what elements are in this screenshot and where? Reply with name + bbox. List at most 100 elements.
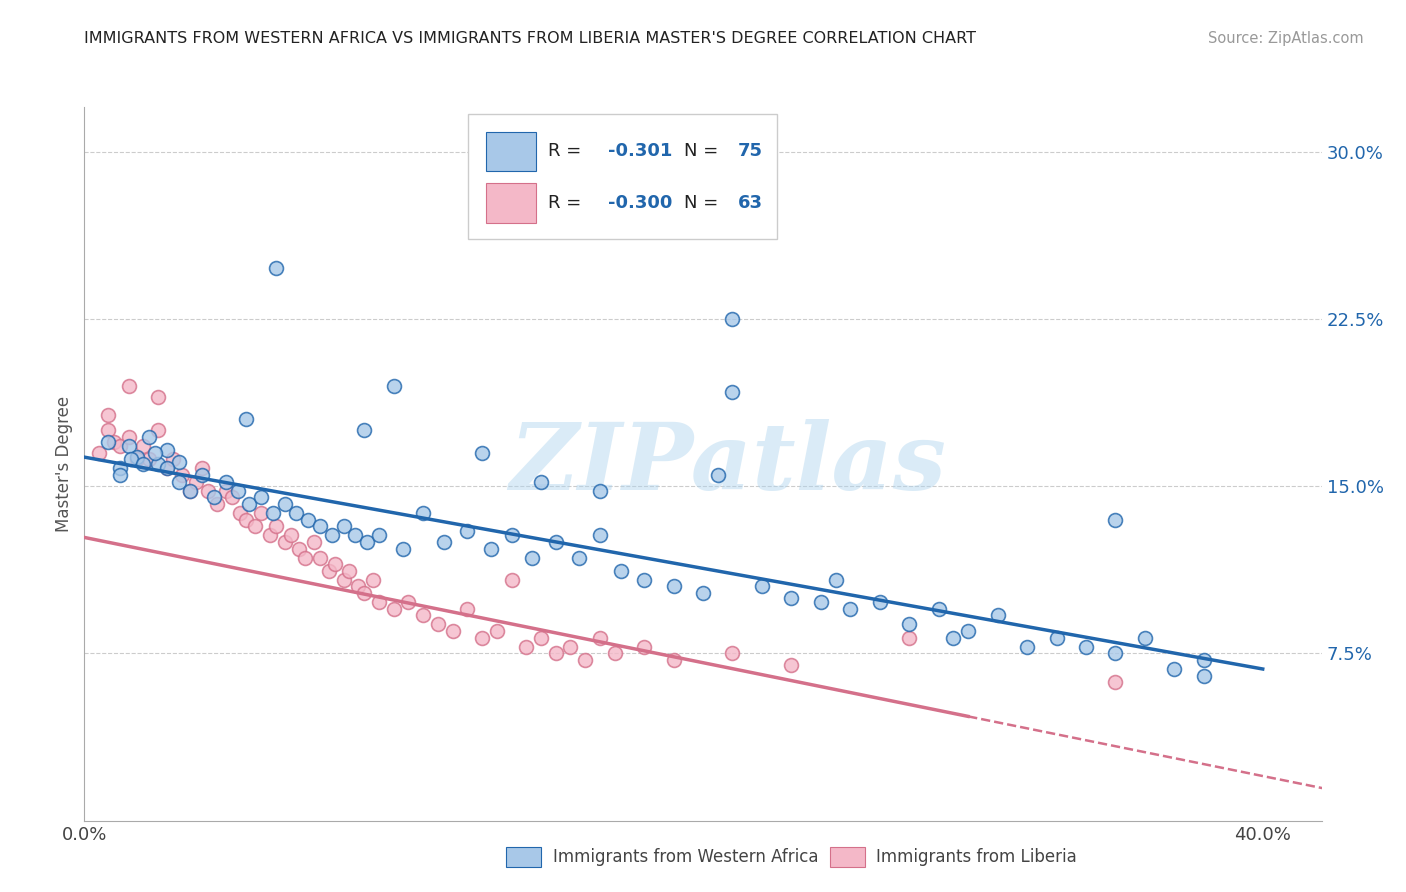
Text: R =: R =	[548, 143, 588, 161]
FancyBboxPatch shape	[468, 114, 778, 239]
Point	[117, 378, 139, 392]
Point	[706, 467, 728, 482]
Point	[332, 573, 354, 587]
Point	[250, 491, 273, 505]
Point	[1104, 646, 1126, 660]
Text: Immigrants from Western Africa: Immigrants from Western Africa	[553, 848, 818, 866]
Point	[259, 528, 281, 542]
Point	[426, 617, 449, 632]
Point	[162, 452, 184, 467]
Point	[361, 573, 384, 587]
Point	[530, 631, 553, 645]
Point	[928, 602, 950, 616]
Point	[191, 461, 214, 475]
Point	[479, 541, 502, 556]
Point	[138, 452, 160, 467]
Point	[97, 424, 120, 438]
Point	[235, 512, 257, 526]
Point	[942, 631, 965, 645]
Point	[288, 541, 311, 556]
Point	[780, 657, 803, 672]
Point	[471, 445, 494, 460]
Point	[97, 434, 120, 449]
Point	[156, 461, 179, 475]
Point	[633, 640, 655, 654]
Point	[780, 591, 803, 605]
Point	[1104, 675, 1126, 690]
Point	[520, 550, 543, 565]
Point	[273, 497, 295, 511]
Point	[1015, 640, 1038, 654]
Point	[530, 475, 553, 489]
Point	[368, 595, 391, 609]
Point	[294, 550, 316, 565]
Point	[353, 424, 375, 438]
Point	[382, 378, 405, 392]
Point	[810, 595, 832, 609]
Y-axis label: Master's Degree: Master's Degree	[55, 396, 73, 532]
Point	[229, 506, 252, 520]
Point	[356, 534, 378, 549]
Point	[1192, 653, 1215, 667]
Point	[197, 483, 219, 498]
Point	[226, 483, 249, 498]
Point	[108, 439, 131, 453]
Point	[721, 385, 744, 400]
Point	[264, 260, 287, 275]
Point	[589, 528, 612, 542]
Point	[339, 564, 361, 578]
Point	[456, 602, 478, 616]
Point	[898, 617, 921, 632]
Point	[167, 475, 190, 489]
Point	[117, 439, 139, 453]
Point	[353, 586, 375, 600]
Point	[839, 602, 862, 616]
Point	[143, 445, 166, 460]
Text: Immigrants from Liberia: Immigrants from Liberia	[876, 848, 1077, 866]
Point	[205, 497, 228, 511]
Point	[1192, 669, 1215, 683]
Point	[108, 461, 131, 475]
Point	[121, 452, 143, 467]
Point	[108, 467, 131, 482]
Point	[221, 491, 243, 505]
Point	[264, 519, 287, 533]
Point	[202, 491, 225, 505]
Point	[560, 640, 582, 654]
Text: -0.301: -0.301	[607, 143, 672, 161]
Point	[987, 608, 1010, 623]
Point	[1163, 662, 1185, 676]
Point	[515, 640, 537, 654]
Point	[721, 646, 744, 660]
Point	[662, 580, 685, 594]
Point	[471, 631, 494, 645]
Point	[1133, 631, 1156, 645]
Point	[191, 467, 214, 482]
Point	[332, 519, 354, 533]
Point	[433, 534, 456, 549]
Point	[103, 434, 125, 449]
Point	[321, 528, 343, 542]
Text: N =: N =	[685, 143, 724, 161]
Point	[235, 412, 257, 426]
Point	[609, 564, 631, 578]
Text: ZIPatlas: ZIPatlas	[509, 419, 946, 508]
Point	[501, 528, 523, 542]
Point	[391, 541, 413, 556]
Point	[344, 528, 367, 542]
Point	[574, 653, 596, 667]
Point	[368, 528, 391, 542]
Point	[127, 450, 149, 464]
Point	[156, 443, 179, 458]
Point	[250, 506, 273, 520]
Point	[262, 506, 284, 520]
Point	[215, 483, 238, 498]
Text: IMMIGRANTS FROM WESTERN AFRICA VS IMMIGRANTS FROM LIBERIA MASTER'S DEGREE CORREL: IMMIGRANTS FROM WESTERN AFRICA VS IMMIGR…	[84, 31, 976, 46]
Point	[456, 524, 478, 538]
Point	[138, 430, 160, 444]
Point	[127, 452, 149, 467]
Point	[156, 461, 179, 475]
Point	[869, 595, 891, 609]
Point	[633, 573, 655, 587]
Point	[824, 573, 846, 587]
